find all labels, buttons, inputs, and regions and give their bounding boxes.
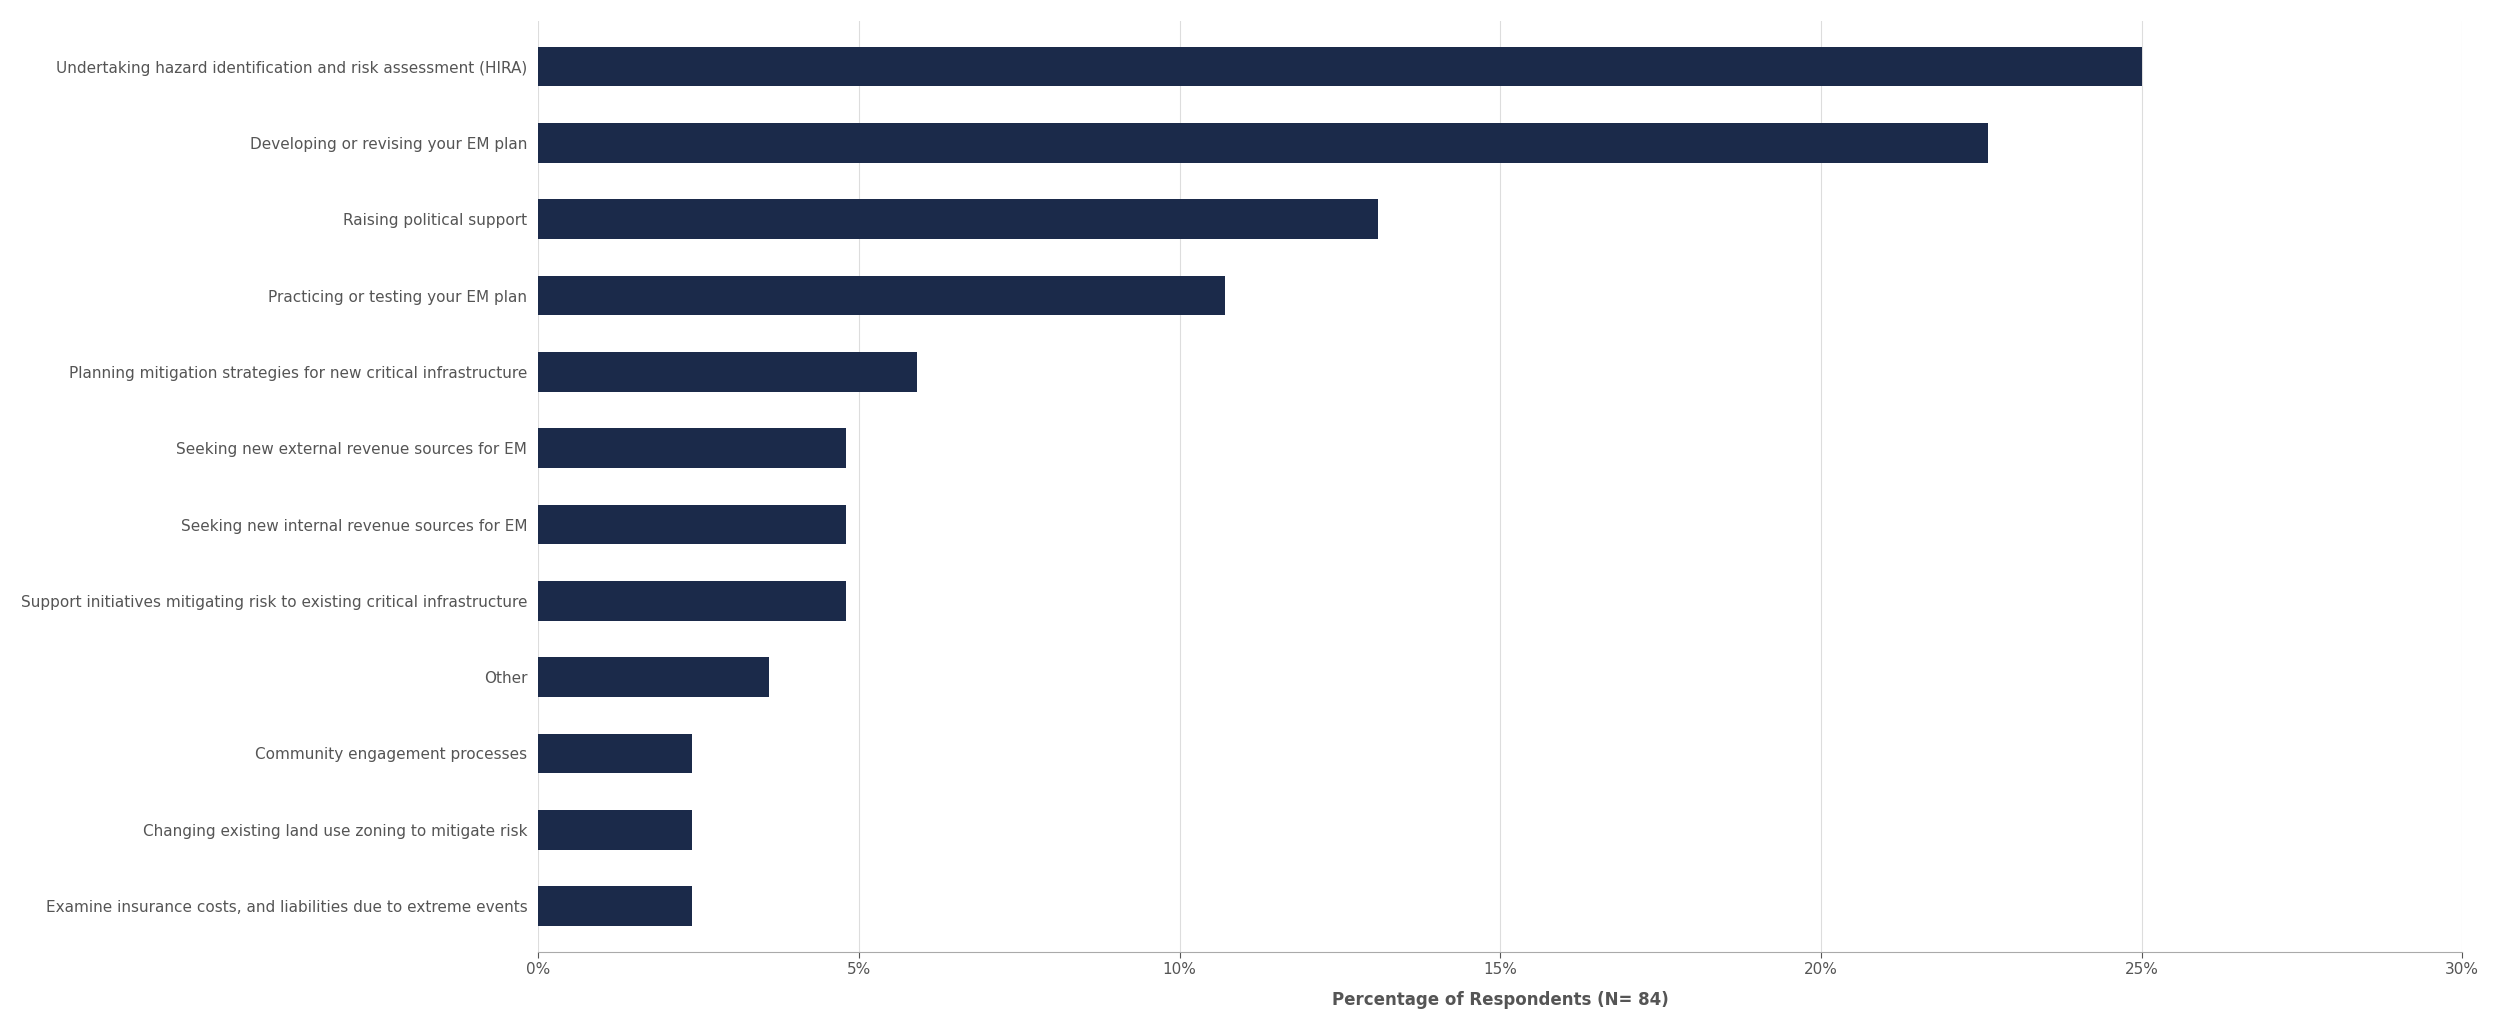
- Bar: [538, 46, 2142, 87]
- Bar: [538, 428, 845, 468]
- Bar: [538, 200, 1378, 239]
- Bar: [538, 733, 692, 774]
- Bar: [538, 657, 770, 697]
- Bar: [538, 124, 1988, 163]
- Bar: [538, 886, 692, 926]
- Bar: [538, 810, 692, 850]
- Bar: [538, 581, 845, 621]
- Bar: [538, 276, 1225, 315]
- X-axis label: Percentage of Respondents (N= 84): Percentage of Respondents (N= 84): [1332, 991, 1668, 1009]
- Bar: [538, 352, 918, 391]
- Bar: [538, 505, 845, 544]
